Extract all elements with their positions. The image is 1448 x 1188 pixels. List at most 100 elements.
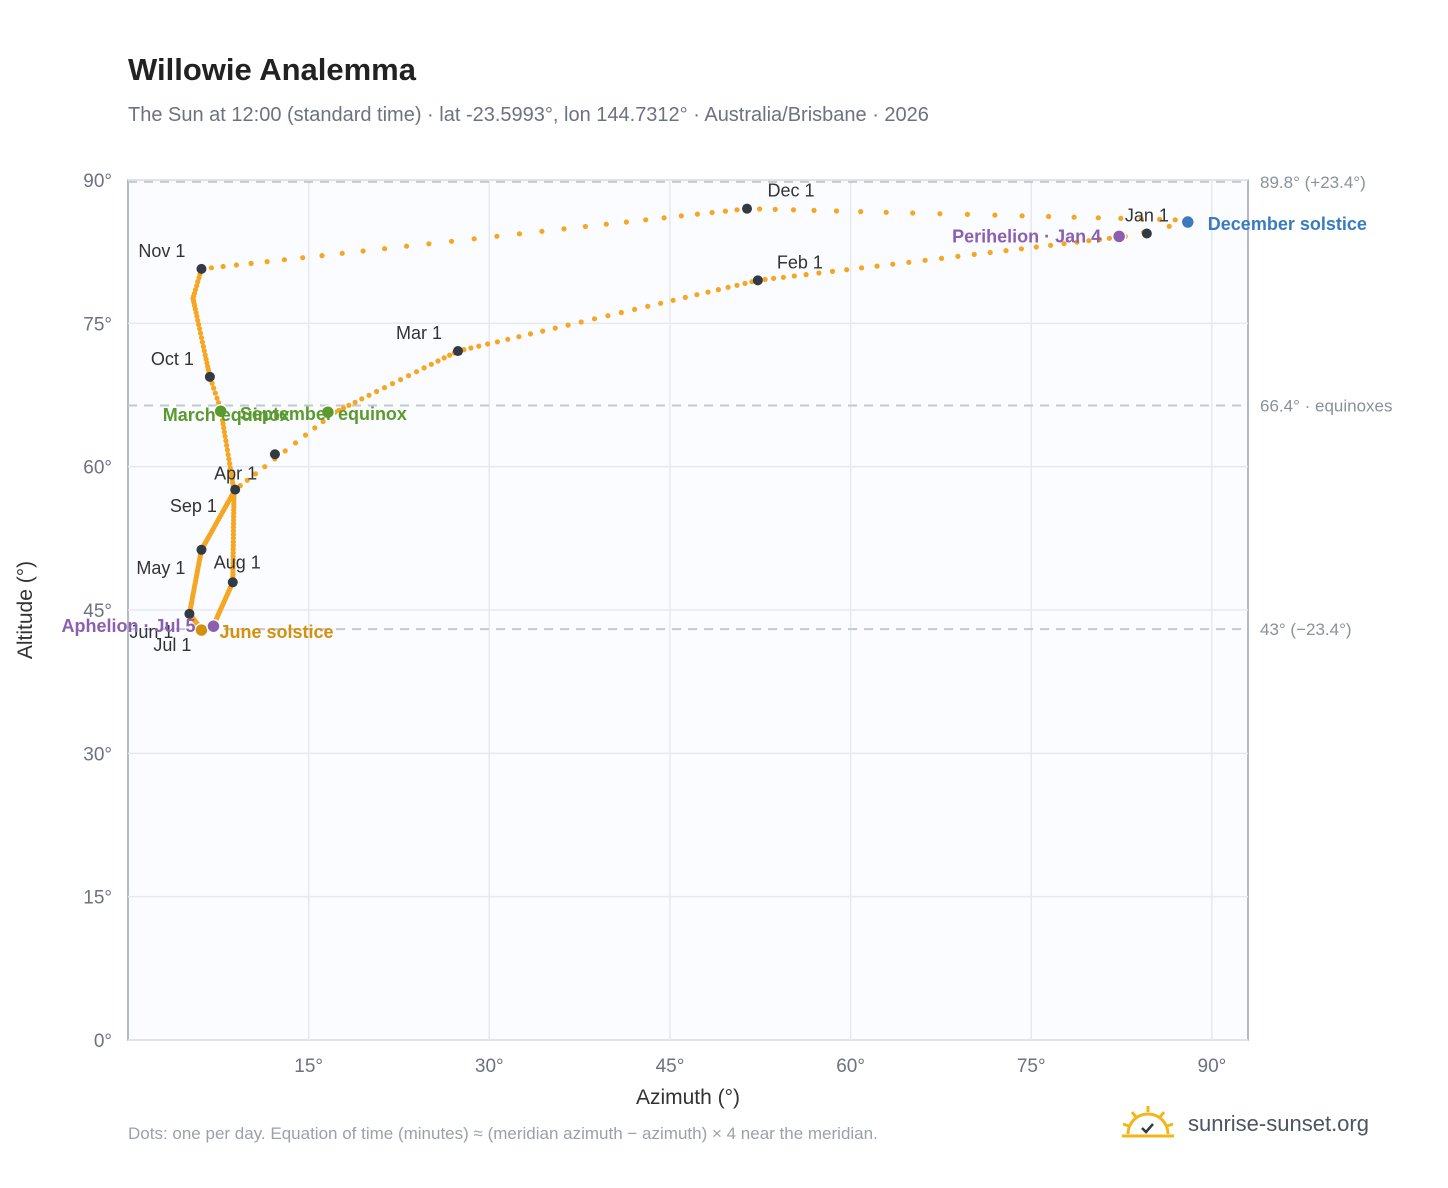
day-dot [811, 207, 817, 213]
x-tick-label: 90° [1198, 1056, 1227, 1077]
day-dot [195, 279, 201, 285]
day-dot [230, 532, 236, 538]
day-dot [1061, 241, 1067, 247]
day-dot [591, 316, 598, 322]
day-dot [221, 429, 227, 435]
day-dot [722, 208, 729, 214]
day-dot [803, 272, 809, 278]
reference-lines: 89.8° (+23.4°) 66.4° · equinoxes 43° (−23.… [128, 173, 1393, 639]
day-dot [195, 317, 201, 323]
day-dot [229, 473, 235, 479]
day-dot [224, 442, 230, 448]
event-marker [194, 622, 209, 638]
day-dot [471, 236, 477, 242]
axis-ticks: 15° 30° 45° 60° 75° 90° 0° 15° 30° 45° 60° 75° 90° [83, 171, 1226, 1077]
day-dot [406, 373, 412, 379]
day-dot [833, 208, 840, 214]
sun-logo-icon [1122, 1106, 1174, 1138]
event-marker [206, 618, 221, 634]
day-dot [516, 334, 522, 340]
day-dot [346, 402, 352, 408]
day-dot [476, 343, 482, 349]
month-label: Mar 1 [396, 323, 442, 343]
month-label: Jun 1 [129, 622, 173, 642]
day-dot [435, 358, 441, 364]
event-marker [1180, 214, 1196, 230]
day-dot [725, 284, 731, 290]
day-dot [447, 352, 453, 358]
reference-line-label: 43° (−23.4°) [1260, 620, 1352, 639]
day-dot [212, 390, 218, 396]
day-dot [632, 306, 638, 312]
day-dot [1157, 216, 1163, 222]
event-marker [320, 404, 336, 420]
day-dot [389, 381, 396, 387]
day-dot [603, 221, 609, 227]
event-label: June solstice [219, 622, 333, 642]
month-label: Dec 1 [767, 181, 814, 201]
month-label: May 1 [136, 558, 185, 578]
day-dot [222, 433, 228, 439]
month-marker [752, 275, 763, 286]
day-dot [264, 259, 270, 265]
day-dot [790, 207, 797, 213]
day-dot [448, 238, 455, 244]
day-dot [1074, 239, 1080, 245]
day-dot [485, 341, 491, 347]
day-dot [1172, 217, 1178, 223]
x-tick-label: 60° [836, 1056, 865, 1077]
event-label: Perihelion · Jan 4 [952, 226, 1101, 246]
day-dot [605, 313, 611, 319]
day-dot [281, 257, 287, 263]
day-dot [971, 251, 977, 257]
day-dot [780, 274, 787, 280]
brand-name: sunrise-sunset.org [1188, 1111, 1369, 1136]
footnote: Dots: one per day. Equation of time (min… [128, 1124, 878, 1143]
day-dot [516, 231, 523, 237]
month-label: Aug 1 [214, 552, 261, 572]
day-dot [715, 287, 722, 293]
day-dot [1166, 223, 1172, 229]
day-dot [248, 260, 254, 266]
day-dot [1118, 215, 1124, 221]
day-dot [858, 209, 864, 215]
day-dot [441, 355, 447, 361]
month-marker [269, 449, 280, 460]
day-dot [643, 217, 649, 223]
day-dot [230, 543, 236, 549]
event-label: September equinox [240, 404, 407, 424]
day-dot [964, 211, 971, 217]
brand[interactable]: sunrise-sunset.org [1120, 1102, 1369, 1146]
y-axis-label: Altitude (°) [14, 561, 37, 659]
day-dot [230, 528, 236, 534]
day-dot [382, 246, 388, 252]
month-marker [204, 371, 215, 382]
day-dot [578, 319, 584, 325]
day-dot [233, 262, 239, 268]
day-dot [202, 352, 208, 358]
month-marker [452, 346, 463, 357]
grid-lines [128, 179, 1248, 1041]
y-tick-label: 0° [94, 1031, 112, 1052]
day-dot [404, 243, 410, 249]
day-dot [198, 335, 205, 341]
x-tick-label: 30° [475, 1056, 504, 1077]
day-dot [874, 263, 880, 269]
event-marker [1111, 229, 1127, 244]
day-dot [1106, 235, 1112, 241]
day-dot [910, 210, 916, 216]
day-dot [302, 432, 309, 438]
day-dot [1046, 213, 1052, 220]
day-dot [320, 418, 326, 425]
day-dot [197, 330, 204, 336]
y-tick-label: 15° [83, 888, 112, 909]
day-dot [772, 206, 778, 212]
day-dot [539, 228, 545, 234]
day-dot [734, 207, 740, 213]
day-dot [494, 233, 500, 239]
day-dot [428, 361, 434, 367]
month-marker [227, 577, 238, 588]
month-label: Jan 1 [1125, 206, 1169, 226]
